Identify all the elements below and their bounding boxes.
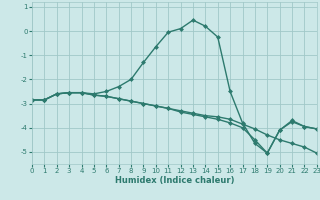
- X-axis label: Humidex (Indice chaleur): Humidex (Indice chaleur): [115, 176, 234, 185]
